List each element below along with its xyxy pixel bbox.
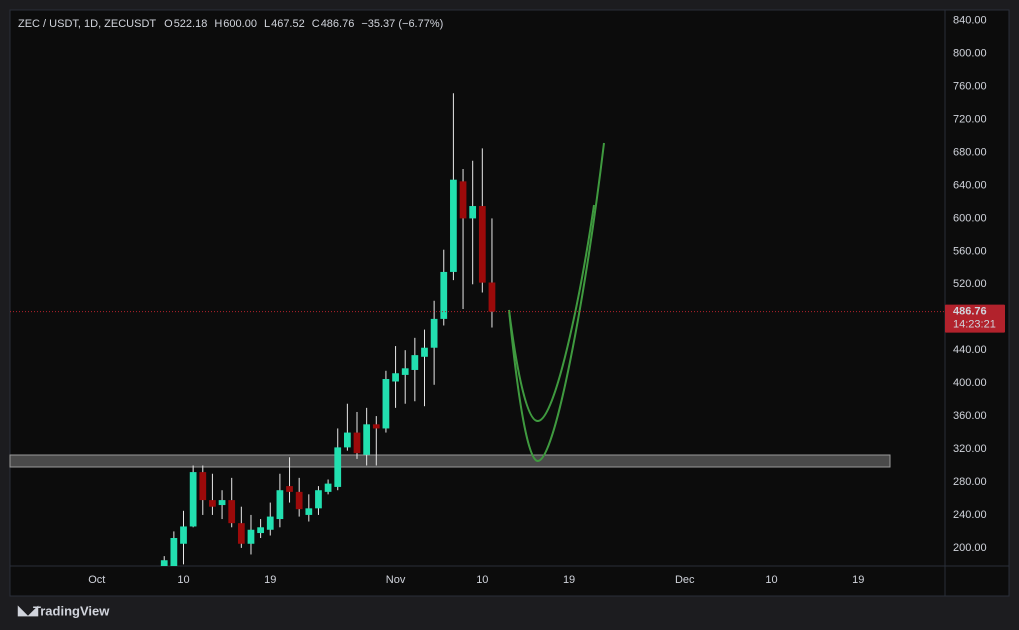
candle-body: [334, 447, 342, 487]
legend-value: 486.76: [321, 18, 355, 30]
candle-body: [450, 179, 457, 272]
candle-body: [160, 560, 168, 566]
brand-logo: ◣◢: [17, 602, 39, 617]
candle-body: [478, 206, 486, 283]
candles: [160, 93, 496, 566]
candle-body: [199, 472, 207, 501]
projection-curve: [508, 142, 605, 462]
y-tick-label: 520.00: [953, 278, 987, 290]
candle-body: [324, 483, 332, 492]
support-zone: [9, 454, 891, 468]
legend-value: 467.52: [271, 18, 305, 30]
candle-body: [401, 368, 409, 375]
candle-body: [411, 355, 419, 370]
candle-body: [247, 529, 255, 544]
candle-body: [189, 472, 197, 527]
candle-body: [266, 516, 274, 530]
candle-body: [488, 282, 496, 312]
candle-body: [392, 373, 399, 382]
y-tick-label: 600.00: [953, 212, 987, 224]
y-tick-label: 440.00: [953, 344, 987, 356]
candle-body: [257, 527, 264, 534]
countdown: 14:23:21: [953, 319, 996, 331]
x-tick-label: Nov: [386, 574, 406, 586]
candle-body: [372, 424, 380, 429]
x-tick-label: 10: [765, 574, 777, 586]
legend: ZEC / USDT, 1D, ZECUSDT O 522.18 H 600.00 L 4…: [18, 18, 443, 30]
projection-curve: [508, 204, 595, 422]
legend-value: 522.18: [174, 18, 208, 30]
candle-body: [421, 347, 428, 357]
last-price-label: 486.76: [953, 306, 987, 318]
candle-body: [353, 432, 361, 454]
candle-body: [170, 537, 178, 566]
candle-body: [305, 508, 313, 515]
legend-key: H: [214, 18, 222, 30]
candle-body: [343, 432, 351, 448]
last-price-box: [945, 304, 1005, 333]
legend-change: −35.37 (−6.77%): [361, 18, 443, 30]
chart-panel: [9, 9, 1010, 597]
y-tick-label: 680.00: [953, 146, 987, 158]
y-tick-label: 760.00: [953, 81, 987, 93]
y-tick-label: 320.00: [953, 443, 987, 455]
legend-key: L: [264, 18, 270, 30]
candle-body: [430, 318, 438, 348]
y-tick-label: 800.00: [953, 48, 987, 60]
y-tick-label: 720.00: [953, 113, 987, 125]
x-tick-label: 10: [177, 574, 189, 586]
candle-body: [276, 490, 284, 520]
y-tick-label: 280.00: [953, 476, 987, 488]
y-tick-label: 400.00: [953, 377, 987, 389]
y-tick-label: 840.00: [953, 15, 987, 27]
x-tick-label: 19: [264, 574, 276, 586]
candle-body: [180, 526, 187, 544]
legend-key: C: [312, 18, 320, 30]
candle-body: [315, 490, 322, 509]
x-tick-label: Oct: [88, 574, 105, 586]
candle-body: [218, 500, 226, 506]
candle-body: [295, 491, 303, 510]
candle-body: [228, 500, 236, 524]
candle-body: [469, 206, 477, 219]
symbol: ZEC / USDT, 1D, ZECUSDT: [18, 18, 156, 30]
candle-body: [237, 523, 245, 544]
candle-body: [209, 500, 216, 507]
legend-value: 600.00: [223, 18, 257, 30]
candle-body: [363, 424, 371, 455]
x-tick-label: 10: [476, 574, 488, 586]
x-tick-label: 19: [563, 574, 575, 586]
legend-key: O: [164, 18, 173, 30]
candle-body: [440, 271, 448, 319]
candle-body: [459, 181, 467, 219]
brand: TradingView: [33, 603, 110, 618]
y-tick-label: 240.00: [953, 509, 987, 521]
candle-body: [382, 379, 390, 429]
y-tick-label: 200.00: [953, 542, 987, 554]
candle-body: [286, 486, 293, 492]
y-tick-label: 560.00: [953, 245, 987, 257]
y-tick-label: 640.00: [953, 179, 987, 191]
x-tick-label: Dec: [675, 574, 695, 586]
y-tick-label: 360.00: [953, 410, 987, 422]
x-tick-label: 19: [852, 574, 864, 586]
